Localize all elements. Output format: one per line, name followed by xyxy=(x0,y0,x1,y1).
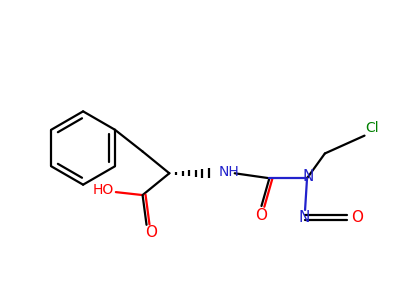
Text: O: O xyxy=(146,225,158,240)
Text: NH: NH xyxy=(219,165,240,179)
Text: O: O xyxy=(352,210,364,225)
Text: HO: HO xyxy=(92,183,114,197)
Text: N: N xyxy=(302,169,314,184)
Text: N: N xyxy=(298,210,310,225)
Text: O: O xyxy=(256,208,268,224)
Text: Cl: Cl xyxy=(366,121,379,135)
